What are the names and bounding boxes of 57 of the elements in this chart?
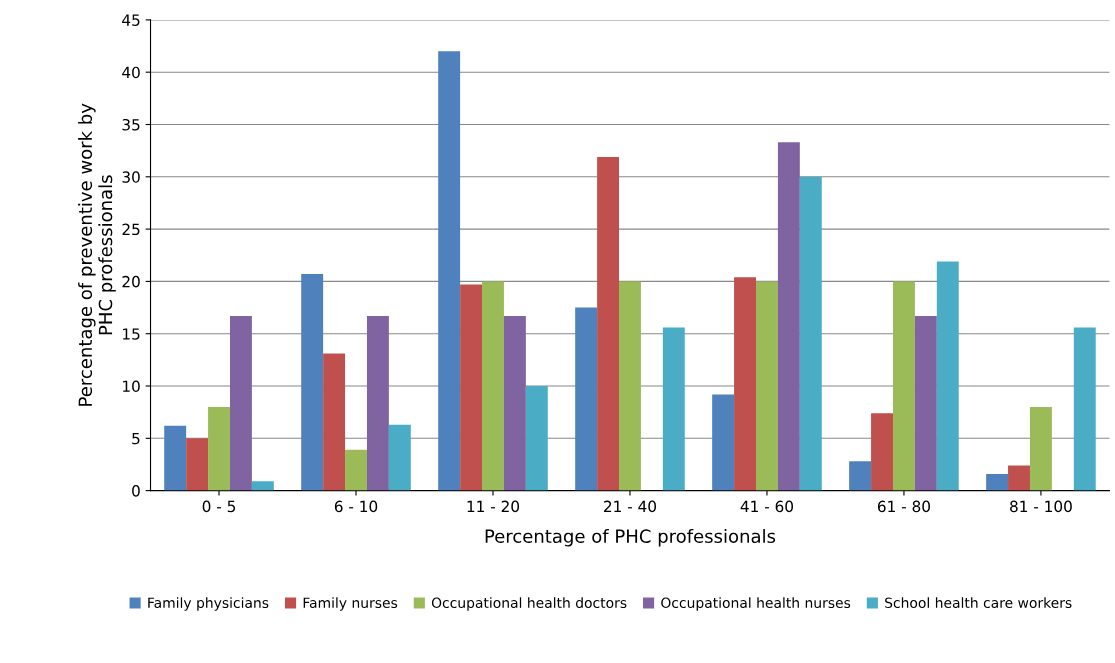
bar [734,277,756,491]
bar [575,307,598,491]
bar [525,386,548,491]
y-tick-label: 25 [122,223,140,236]
bar [712,394,735,491]
bar [186,438,209,491]
bar [164,425,187,491]
legend-label: Family nurses [303,597,398,611]
bar [849,461,872,491]
legend-label: School health care workers [885,597,1072,609]
x-tick-label: 11 - 20 [467,500,520,513]
bar [1073,327,1096,491]
y-tick-label: 0 [132,485,140,497]
bar [936,261,959,491]
bar [1008,465,1030,491]
legend-label: Occupational health nurses [661,597,851,611]
bar [345,449,367,491]
bar [1029,406,1052,491]
bar [251,481,274,491]
y-tick-label: 30 [122,171,140,183]
bar [756,281,778,491]
y-tick-label: 15 [123,328,140,340]
y-tick-label: 10 [123,380,140,393]
x-tick-label: 61 - 80 [877,500,930,513]
bar [871,413,893,491]
bar [301,274,324,491]
x-tick-label: 41 - 60 [740,500,793,513]
x-tick-label: 0 - 5 [202,500,236,513]
x-axis-title: Percentage of PHC professionals [485,529,776,547]
bar [366,315,389,491]
bar [229,315,252,491]
y-tick-label: 20 [122,275,140,288]
bar [323,353,346,491]
bar [503,315,526,491]
bar [892,281,915,491]
x-tick-label: 81 - 100 [1010,500,1072,513]
x-tick-label: 6 - 10 [334,500,378,513]
bar [438,51,461,491]
bar [914,315,937,491]
y-axis-title: Percentage of preventive work by PHC professionals [78,103,116,406]
y-tick-label: 35 [122,118,140,131]
bar [388,424,411,491]
y-tick-label: 45 [122,14,140,26]
bar [799,176,822,491]
bar [777,142,800,491]
bar [208,406,230,491]
bar [597,156,620,491]
y-tick-label: 40 [122,66,140,79]
bar [619,281,641,491]
bar [662,327,685,491]
legend-label: Occupational health doctors [431,597,627,611]
x-tick-label: 21 - 40 [604,500,657,513]
bar [986,473,1009,491]
bar [482,281,504,491]
legend-label: Family physicians [148,597,269,611]
y-tick-label: 5 [132,432,140,445]
bar [460,284,483,491]
